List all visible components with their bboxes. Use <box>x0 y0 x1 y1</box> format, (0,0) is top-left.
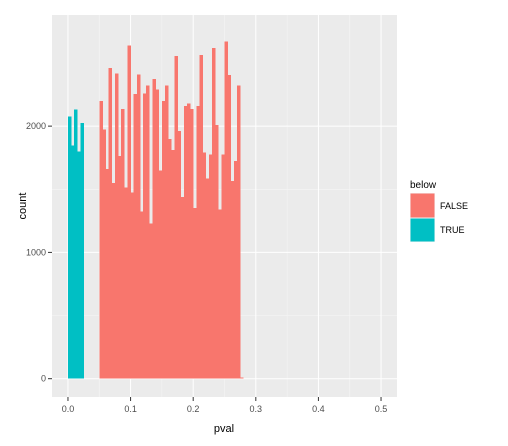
histogram-bar-false <box>158 170 163 379</box>
y-tick-label: 2000 <box>26 121 46 131</box>
x-tick-label: 0.1 <box>124 404 137 414</box>
histogram-bar-false <box>111 182 116 379</box>
legend-title: below <box>410 180 437 191</box>
histogram-bar-false <box>124 187 128 379</box>
histogram-bar-true <box>67 116 72 379</box>
legend: below FALSE TRUE <box>410 180 468 242</box>
histogram-bar-false <box>202 152 207 379</box>
histogram-bar-true <box>74 109 78 379</box>
histogram-bar-true <box>77 151 81 379</box>
histogram-bar-false <box>227 74 232 379</box>
histogram-bar-false <box>168 138 172 379</box>
histogram-bar-false <box>237 85 241 379</box>
histogram-bar-false <box>165 85 169 379</box>
histogram-bar-false <box>224 41 228 379</box>
histogram-bar-false <box>108 68 113 379</box>
histogram-bar-false <box>230 181 235 379</box>
histogram-bar-false <box>105 169 110 379</box>
histogram-bar-false <box>177 131 182 379</box>
y-axis: 0 1000 2000 <box>26 121 52 384</box>
histogram-bar-false <box>139 211 144 379</box>
histogram-bar-false <box>114 73 119 379</box>
histogram-bar-false <box>127 45 131 379</box>
histogram-bar-false <box>102 129 106 379</box>
x-axis-title: pval <box>214 423 234 435</box>
histogram-bar-false <box>152 78 156 379</box>
histogram-bar-false <box>136 74 141 379</box>
histogram-bar-false <box>205 178 210 379</box>
histogram-bar-false <box>211 47 216 379</box>
histogram-bar-false <box>221 154 225 379</box>
legend-key-true-swatch <box>410 218 435 242</box>
x-tick-label: 0.2 <box>187 404 200 414</box>
histogram-bar-true <box>80 122 84 379</box>
histogram-bar-false <box>130 192 135 379</box>
x-tick-label: 0.3 <box>250 404 263 414</box>
histogram-bar-false <box>99 100 103 379</box>
histogram-bar-false <box>208 154 213 379</box>
histogram-bar-false <box>193 208 197 379</box>
histogram-bars <box>67 41 244 379</box>
histogram-bar-false <box>149 223 153 379</box>
histogram-bar-true <box>71 145 75 379</box>
histogram-bar-false <box>186 103 191 379</box>
histogram-bar-false <box>171 150 175 379</box>
histogram-bar-false <box>161 100 166 379</box>
histogram-bar-false <box>215 124 219 379</box>
histogram-bar-false <box>199 54 203 379</box>
x-tick-label: 0.0 <box>62 404 75 414</box>
histogram-bar-false <box>180 196 185 379</box>
legend-key-false-swatch <box>410 193 435 218</box>
legend-label-true: TRUE <box>440 225 465 235</box>
histogram-bar-false <box>190 109 194 379</box>
histogram-bar-false <box>118 155 122 379</box>
y-tick-label: 1000 <box>26 247 46 257</box>
legend-label-false: FALSE <box>440 201 468 211</box>
histogram-bar-false <box>183 105 188 379</box>
histogram-bar-false <box>143 93 147 379</box>
x-tick-label: 0.5 <box>375 404 388 414</box>
x-tick-label: 0.4 <box>312 404 325 414</box>
y-tick-label: 0 <box>41 374 46 384</box>
x-axis: 0.0 0.1 0.2 0.3 0.4 0.5 <box>62 397 388 414</box>
histogram-bar-false <box>121 109 125 379</box>
histogram-bar-false <box>146 85 150 379</box>
histogram-bar-false <box>174 56 178 379</box>
histogram-bar-false <box>155 89 160 379</box>
histogram-bar-false <box>233 160 238 379</box>
histogram-bar-false <box>196 105 200 379</box>
histogram-bar-false <box>218 209 222 379</box>
histogram-bar-false <box>133 93 138 379</box>
histogram-bar-false <box>240 377 244 379</box>
y-axis-title: count <box>17 193 29 220</box>
